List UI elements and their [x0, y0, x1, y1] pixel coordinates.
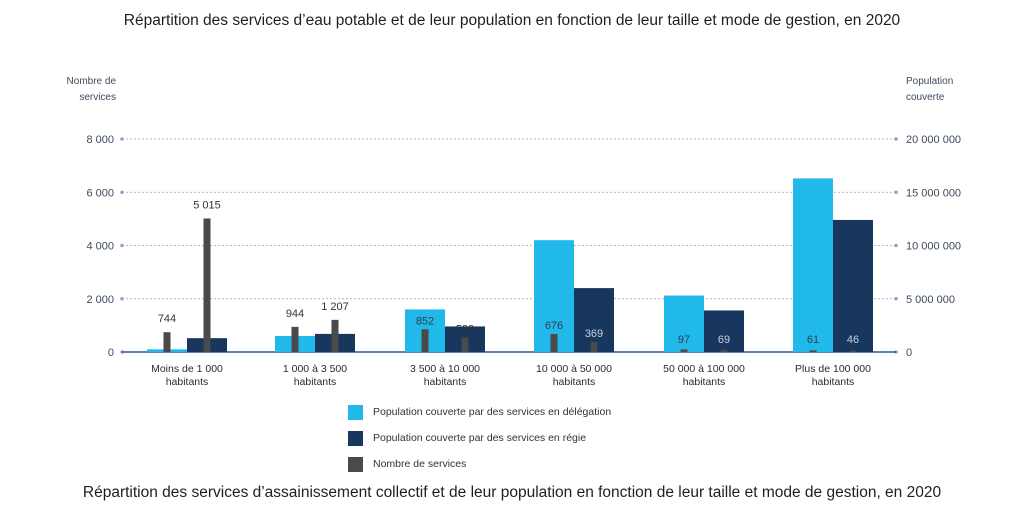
right-tick-label: 20 000 000 [906, 134, 961, 146]
legend: Population couverte par des services en … [348, 402, 611, 480]
x-tick-label: habitants [683, 376, 726, 388]
x-tick-label: habitants [424, 376, 467, 388]
x-tick-label: Moins de 1 000 [151, 363, 223, 375]
data-label-services-secondary: 369 [585, 328, 603, 340]
data-label-services: 744 [158, 313, 176, 325]
left-tick-label: 2 000 [86, 294, 114, 306]
legend-label-regie: Population couverte par des services en … [373, 432, 587, 444]
data-label-services: 676 [545, 320, 563, 332]
right-tick-label: 10 000 000 [906, 241, 961, 253]
bar-services [849, 350, 857, 352]
legend-label-services: Nombre de services [373, 458, 467, 470]
right-tick-label: 5 000 000 [906, 294, 955, 306]
legend-label-delegation: Population couverte par des services en … [373, 406, 612, 418]
x-tick-label: 3 500 à 10 000 [410, 363, 480, 375]
bar-delegation [664, 295, 704, 352]
bar-delegation [534, 240, 574, 352]
legend-item-regie: Population couverte par des services en … [348, 428, 611, 448]
x-tick-label: Plus de 100 000 [795, 363, 871, 375]
right-tick-marker [894, 137, 898, 141]
bar-services [163, 332, 171, 352]
right-tick-label: 0 [906, 347, 912, 359]
left-tick-marker [120, 137, 124, 141]
x-tick-label: habitants [553, 376, 596, 388]
bar-services [550, 334, 558, 352]
right-axis-title: Population couverte [906, 76, 954, 103]
left-tick-label: 0 [108, 347, 114, 359]
x-tick-label: 50 000 à 100 000 [663, 363, 745, 375]
right-tick-marker [894, 243, 898, 248]
left-tick-marker [120, 243, 124, 248]
right-tick-marker [894, 190, 898, 195]
legend-item-services: Nombre de services [348, 454, 611, 474]
data-label-services-secondary: 1 207 [321, 301, 349, 313]
legend-swatch-delegation [348, 404, 363, 420]
x-tick-label: 1 000 à 3 500 [283, 363, 347, 375]
left-tick-label: 4 000 [86, 241, 114, 253]
data-label-services: 852 [416, 315, 434, 327]
bar-regie [704, 310, 744, 352]
data-label-services: 944 [286, 308, 304, 320]
bottom-title: Répartition des services d’assainissemen… [82, 484, 942, 501]
chart-title: Répartition des services d’eau potable e… [123, 12, 901, 29]
x-tick-label: habitants [166, 376, 209, 388]
x-tick-label: habitants [812, 376, 855, 388]
data-label-services-secondary: 46 [847, 334, 859, 346]
right-tick-label: 15 000 000 [906, 187, 961, 199]
data-label-services: 97 [678, 334, 690, 346]
bar-regie [833, 219, 873, 352]
bar-services [421, 329, 429, 352]
left-tick-label: 8 000 [86, 134, 114, 146]
data-label-services: 61 [807, 334, 819, 346]
bar-services [590, 342, 598, 352]
bar-services [331, 319, 339, 352]
bar-services [291, 326, 299, 352]
legend-item-delegation: Population couverte par des services en … [348, 402, 611, 422]
data-label-services-secondary: 5 015 [193, 199, 221, 211]
legend-swatch-regie [348, 430, 363, 446]
bar-delegation [793, 178, 833, 352]
bar-services [203, 218, 211, 352]
left-axis-title: Nombre de services [66, 76, 116, 103]
legend-swatch-services [348, 456, 363, 472]
bar-services [461, 337, 469, 352]
bar-services [809, 350, 817, 352]
bar-services [680, 349, 688, 352]
data-label-services-secondary: 69 [718, 334, 730, 346]
left-tick-marker [120, 190, 124, 195]
bar-services [720, 350, 728, 352]
data-label-services-secondary: 538 [456, 324, 474, 336]
right-tick-marker [894, 296, 898, 301]
left-tick-marker [120, 296, 124, 301]
left-tick-label: 6 000 [86, 187, 114, 199]
x-tick-label: 10 000 à 50 000 [536, 363, 612, 375]
x-tick-label: habitants [294, 376, 337, 388]
bar-regie [574, 288, 614, 352]
